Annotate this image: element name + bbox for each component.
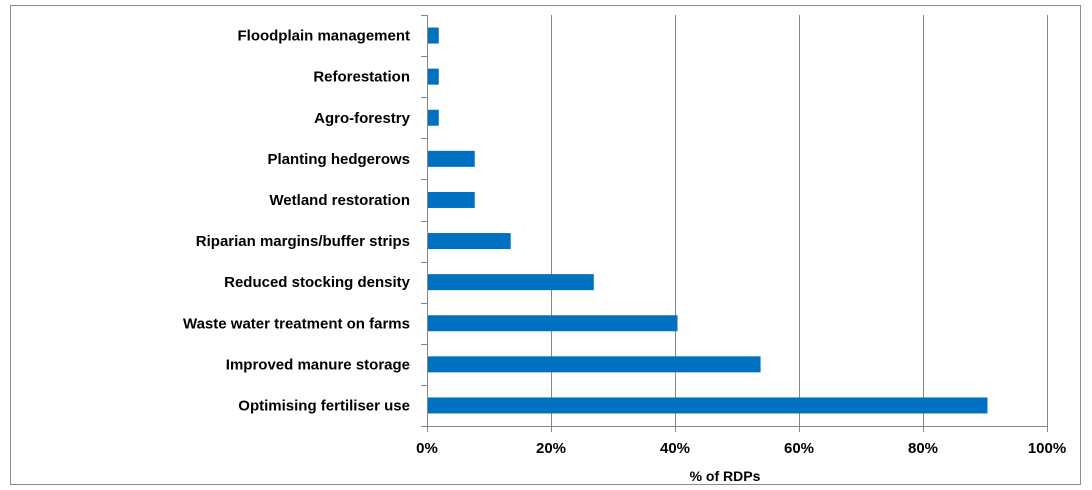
x-tick-label: 20% [536, 440, 566, 457]
bar [428, 150, 475, 167]
bar [428, 397, 988, 414]
category-label: Improved manure storage [226, 356, 410, 373]
bar [428, 68, 439, 85]
bar [428, 315, 678, 332]
bar [428, 356, 761, 373]
bar [428, 27, 439, 44]
category-label: Reduced stocking density [224, 274, 411, 291]
bar [428, 274, 594, 291]
category-label: Optimising fertiliser use [238, 397, 410, 414]
category-label: Floodplain management [237, 28, 410, 45]
category-label: Riparian margins/buffer strips [196, 233, 410, 250]
bar [428, 191, 475, 208]
category-label: Wetland restoration [269, 192, 410, 209]
x-tick-label: 80% [908, 440, 938, 457]
category-label: Reforestation [313, 69, 410, 86]
bar [428, 109, 439, 126]
category-label: Planting hedgerows [267, 151, 410, 168]
x-tick-label: 60% [784, 440, 814, 457]
axes [421, 15, 1048, 432]
bars [428, 27, 988, 414]
x-tick-label: 0% [416, 440, 438, 457]
x-tick-label: 100% [1028, 440, 1066, 457]
x-tick-labels: 0% 20% 40% 60% 80% 100% [416, 440, 1066, 457]
x-tick-label: 40% [660, 440, 690, 457]
bar [428, 233, 511, 250]
category-labels: Optimising fertiliser use Improved manure… [183, 28, 411, 415]
category-label: Agro-forestry [314, 110, 411, 127]
category-label: Waste water treatment on farms [183, 315, 410, 332]
x-axis-title: % of RDPs [690, 468, 761, 484]
